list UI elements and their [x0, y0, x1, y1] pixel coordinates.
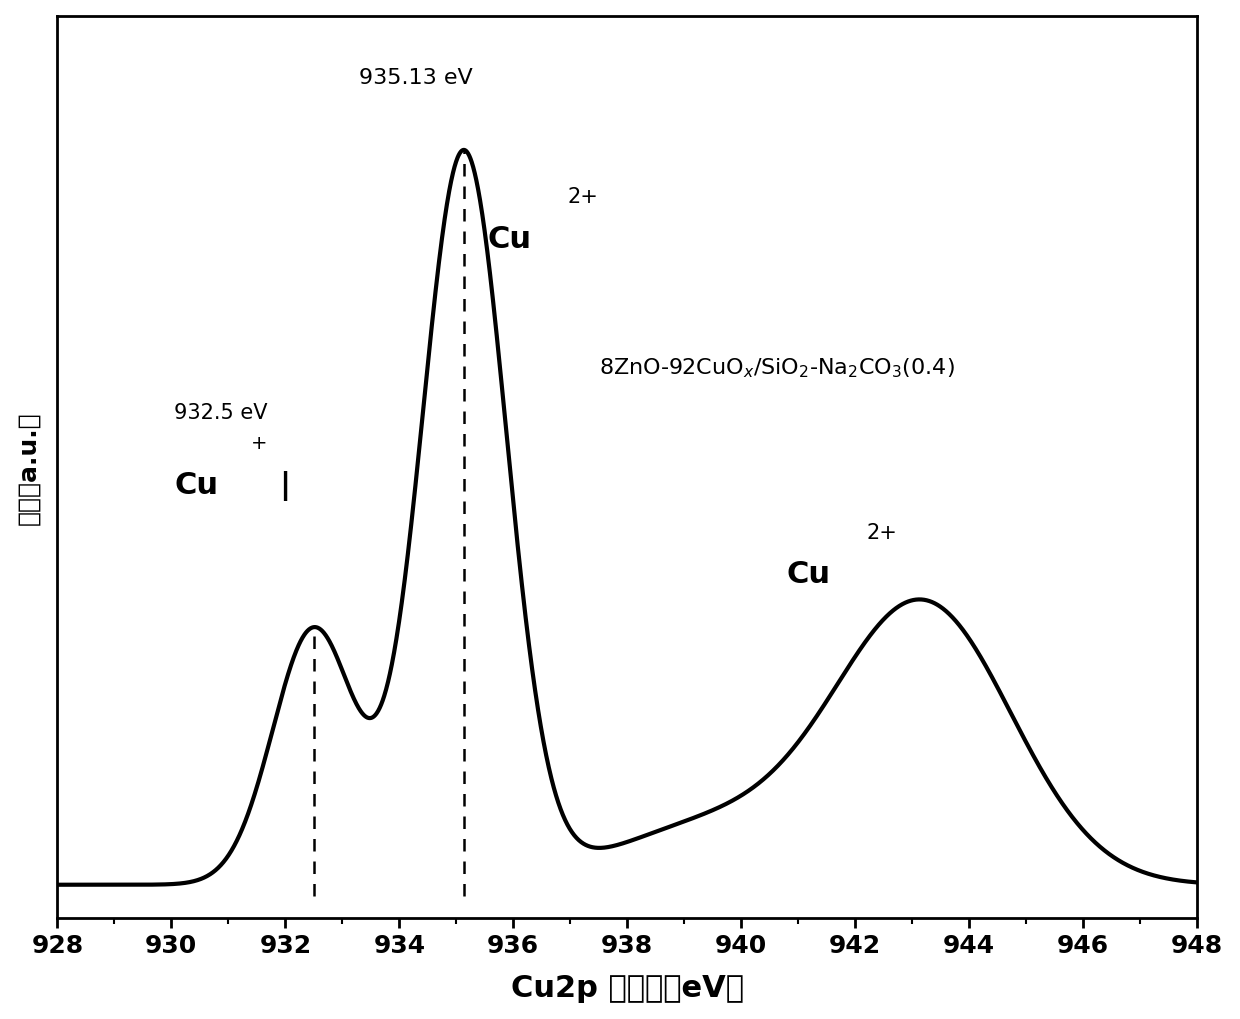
Text: +: + — [252, 434, 268, 452]
Text: |: | — [280, 471, 290, 500]
Text: 935.13 eV: 935.13 eV — [360, 67, 474, 88]
Text: Cu: Cu — [487, 224, 532, 254]
Text: Cu: Cu — [787, 559, 831, 589]
Text: 2+: 2+ — [568, 186, 599, 207]
Text: Cu: Cu — [174, 471, 218, 499]
Text: 8ZnO-92CuO$_x$/SiO$_2$-Na$_2$CO$_3$(0.4): 8ZnO-92CuO$_x$/SiO$_2$-Na$_2$CO$_3$(0.4) — [599, 357, 955, 380]
Text: 2+: 2+ — [867, 522, 898, 542]
X-axis label: Cu2p 结合能（eV）: Cu2p 结合能（eV） — [511, 973, 744, 1003]
Text: 932.5 eV: 932.5 eV — [174, 403, 268, 423]
Y-axis label: 强度（a.u.）: 强度（a.u.） — [16, 411, 41, 524]
